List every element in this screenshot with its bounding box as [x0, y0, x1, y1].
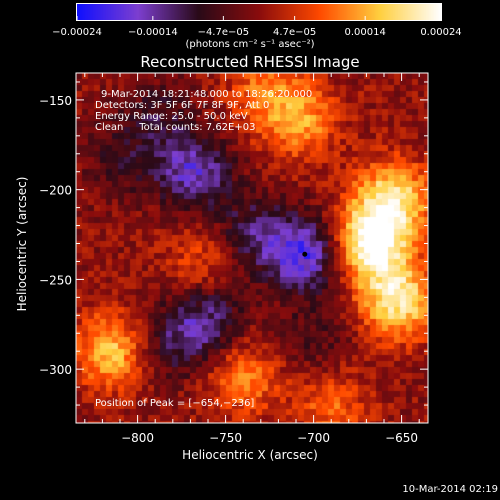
y-tick-label: −150 — [39, 94, 72, 108]
annotation-detectors: Detectors: 3F 5F 6F 7F 8F 9F, Att 0 — [95, 100, 270, 111]
colorbar-tick-label: −0.00014 — [127, 27, 178, 38]
y-axis-label: Heliocentric Y (arcsec) — [15, 176, 29, 312]
annotation-energy-range: Energy Range: 25.0 - 50.0 keV — [95, 111, 248, 122]
x-axis-label: Heliocentric X (arcsec) — [182, 448, 318, 462]
colorbar-tick-label: 4.7e−05 — [273, 27, 317, 38]
x-tick-label: −700 — [297, 431, 330, 445]
colorbar-tick-label: 0.00014 — [344, 27, 386, 38]
annotation-time-range: 9-Mar-2014 18:21:48.000 to 18:26:20.000 — [101, 89, 313, 100]
x-tick-label: −650 — [385, 431, 418, 445]
colorbar-tick-label: −4.7e−05 — [197, 27, 250, 38]
y-tick-label: −200 — [39, 184, 72, 198]
chart-title: Reconstructed RHESSI Image — [140, 53, 360, 71]
timestamp: 10-Mar-2014 02:19 — [402, 484, 498, 495]
y-tick-label: −300 — [39, 363, 72, 377]
colorbar-tick-label: −0.00024 — [52, 27, 102, 38]
annotation-method: Clean Total counts: 7.62E+03 — [95, 122, 256, 133]
colorbar-units: (photons cm⁻² s⁻¹ asec⁻²) — [185, 39, 315, 50]
y-tick-label: −250 — [39, 273, 72, 287]
annotation-peak-position: Position of Peak = [−654,−236] — [95, 398, 255, 409]
x-tick-label: −750 — [209, 431, 242, 445]
x-tick-label: −800 — [121, 431, 154, 445]
colorbar-ticks: −0.00024 −0.00014 −4.7e−05 4.7e−05 0.00014 0.… — [0, 0, 500, 40]
colorbar-tick-label: 0.00024 — [420, 27, 462, 38]
colorbar — [76, 3, 442, 21]
